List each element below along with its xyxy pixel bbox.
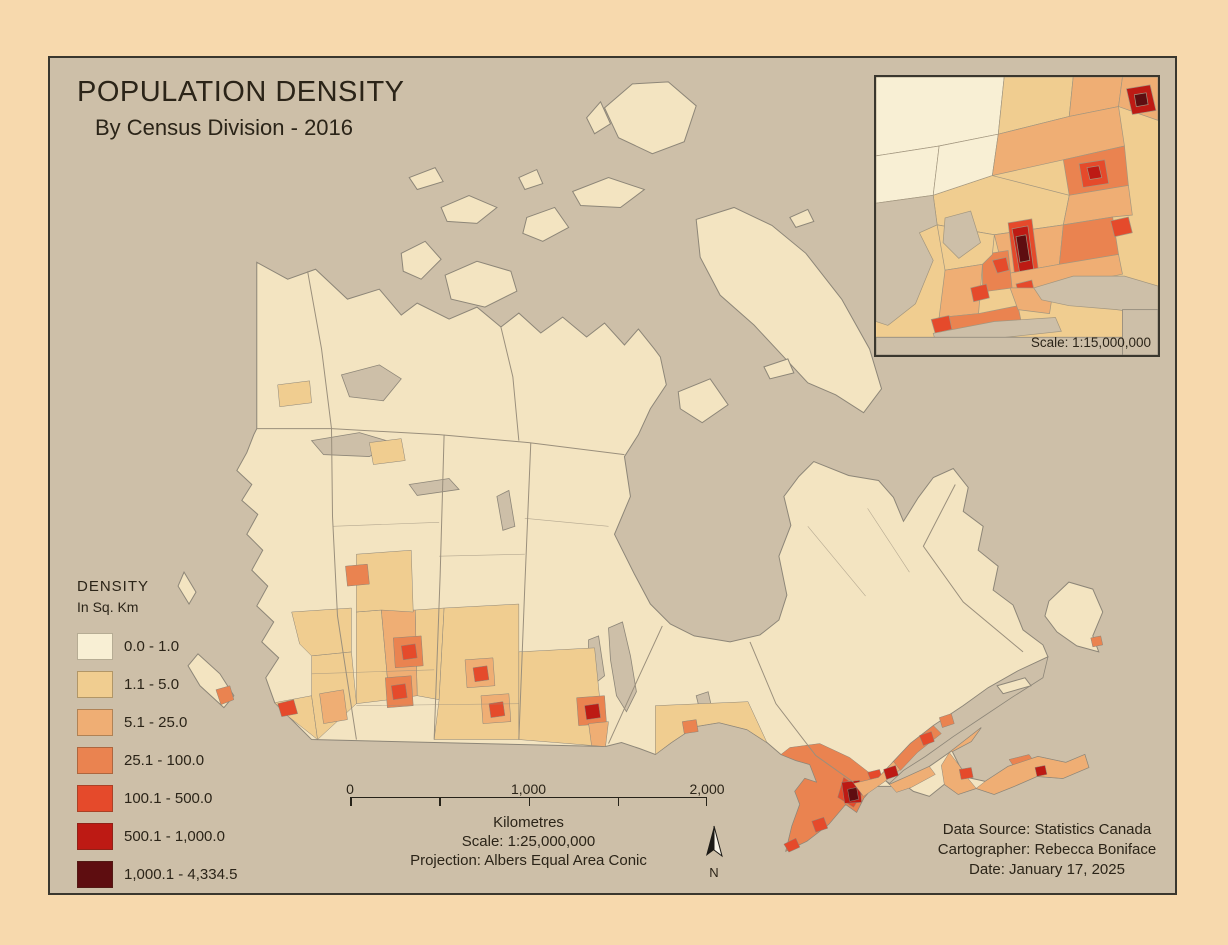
legend-label: 5.1 - 25.0 — [124, 713, 188, 731]
legend-row: 1.1 - 5.0 — [77, 665, 237, 703]
legend-swatch — [77, 746, 113, 774]
north-arrow-icon — [706, 825, 723, 858]
legend-label: 100.1 - 500.0 — [124, 789, 213, 807]
scale-bar-tick — [439, 798, 441, 806]
legend-row: 1,000.1 - 4,334.5 — [77, 855, 237, 893]
legend-swatch — [77, 632, 113, 660]
legend-label: 0.0 - 1.0 — [124, 637, 180, 655]
scale-bar-unit: Kilometres — [493, 814, 564, 831]
legend-label: 500.1 - 1,000.0 — [124, 827, 225, 845]
legend-swatch — [77, 784, 113, 812]
scale-bar-tick — [350, 798, 352, 806]
legend-title: DENSITY — [77, 578, 150, 595]
admin-boundaries — [256, 271, 1024, 783]
legend-row: 500.1 - 1,000.0 — [77, 817, 237, 855]
scale-bar-tick — [617, 798, 620, 806]
north-label: N — [709, 865, 719, 880]
page-title: POPULATION DENSITY — [77, 76, 405, 108]
scale-bar-tick — [528, 798, 530, 806]
credits: Data Source: Statistics Canada Cartograp… — [902, 820, 1192, 880]
legend-row: 25.1 - 100.0 — [77, 741, 237, 779]
map-frame: POPULATION DENSITY By Census Division - … — [48, 56, 1177, 895]
inset-map: Scale: 1:15,000,000 — [874, 75, 1160, 357]
legend-swatch — [77, 822, 113, 850]
legend-swatch — [77, 670, 113, 698]
legend-subtitle: In Sq. Km — [77, 599, 139, 615]
legend-row: 5.1 - 25.0 — [77, 703, 237, 741]
scale-bar-line — [350, 797, 708, 806]
projection-label: Projection: Albers Equal Area Conic — [410, 852, 647, 869]
scale-tick-label: 1,000 — [510, 781, 547, 797]
inset-ontario-map — [876, 77, 1158, 355]
credit-line-source: Data Source: Statistics Canada — [942, 821, 1152, 838]
legend-label: 1,000.1 - 4,334.5 — [124, 865, 238, 883]
inset-scale-label: Scale: 1:15,000,000 — [1030, 335, 1151, 350]
legend-row: 100.1 - 500.0 — [77, 779, 237, 817]
credit-line-date: Date: January 17, 2025 — [969, 860, 1125, 878]
scale-bar-tick — [705, 798, 708, 806]
legend-swatch — [77, 708, 113, 736]
scale-tick-label: 2,000 — [689, 781, 725, 797]
legend-label: 1.1 - 5.0 — [124, 675, 180, 693]
legend: DENSITY In Sq. Km 0.0 - 1.0 1.1 - 5.0 5.… — [77, 578, 237, 893]
legend-label: 25.1 - 100.0 — [124, 751, 205, 769]
legend-swatch — [77, 860, 113, 888]
scale-bar-labels: 0 1,000 2,000 — [346, 781, 724, 797]
canada-map — [177, 81, 1104, 853]
page-subtitle: By Census Division - 2016 — [95, 115, 354, 140]
scale-ratio-label: Scale: 1:25,000,000 — [461, 833, 596, 850]
title-block: POPULATION DENSITY By Census Division - … — [77, 76, 405, 141]
scale-bar: 0 1,000 2,000 Kilometres Scale: 1:25,000… — [346, 781, 724, 869]
scale-tick-label: 0 — [346, 781, 354, 797]
credit-line-cartographer: Cartographer: Rebecca Boniface — [937, 840, 1157, 858]
legend-row: 0.0 - 1.0 — [77, 627, 237, 665]
north-arrow: N — [700, 824, 728, 880]
